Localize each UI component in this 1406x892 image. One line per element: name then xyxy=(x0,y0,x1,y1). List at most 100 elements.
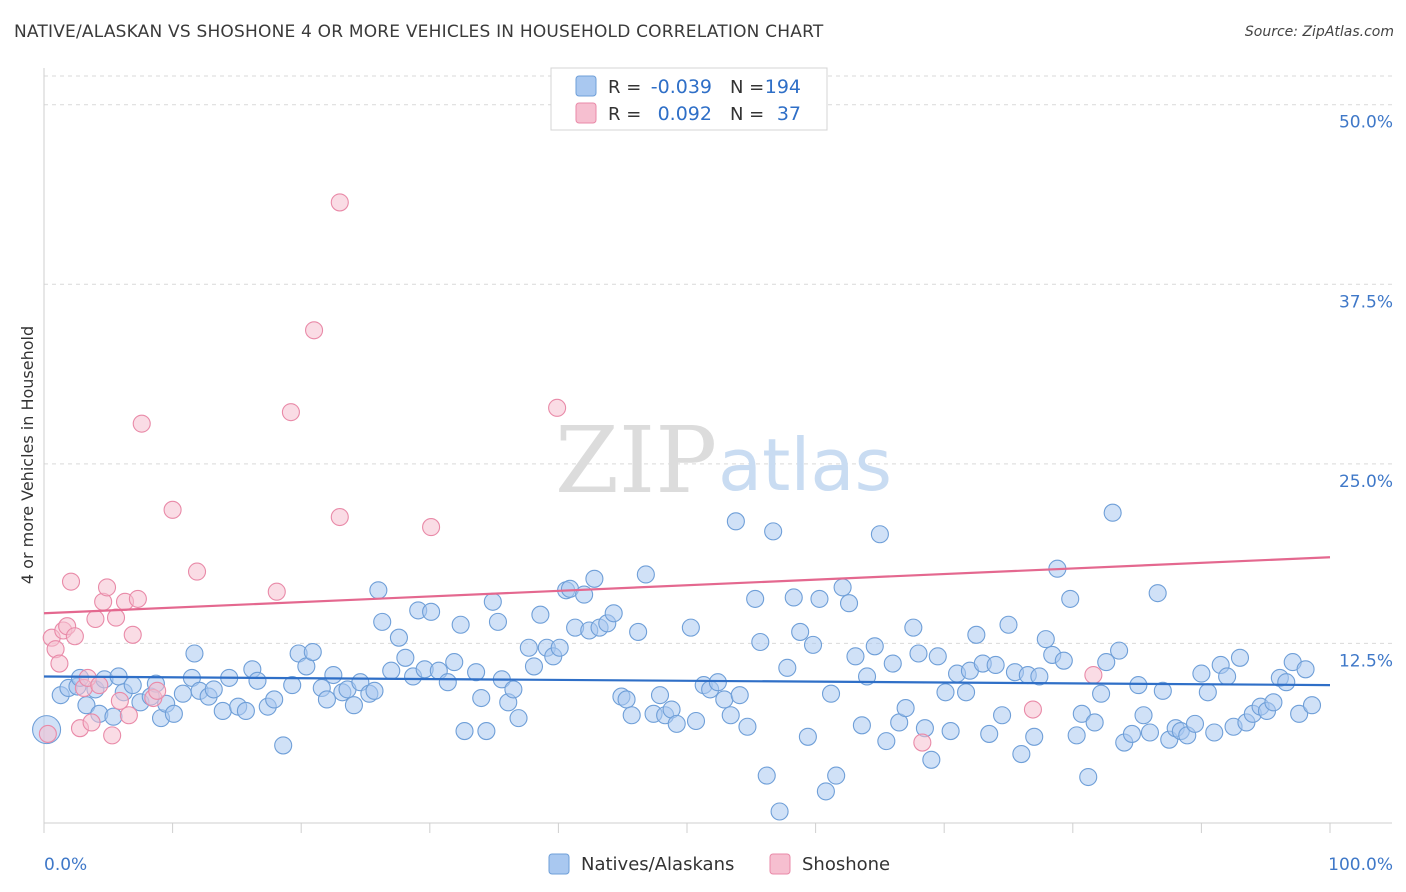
legend-swatch-shoshone xyxy=(769,853,791,875)
native-point xyxy=(821,684,841,703)
native-point xyxy=(909,644,928,663)
native-point xyxy=(636,565,655,584)
native-point xyxy=(993,706,1012,725)
stats-r-value-2: 0.092 xyxy=(658,103,712,125)
shoshone-point xyxy=(65,627,84,646)
shoshone-point xyxy=(61,572,81,591)
legend: Natives/Alaskans Shoshone xyxy=(548,853,890,875)
native-point xyxy=(1054,651,1073,670)
y-tick-label: 12.5% xyxy=(1339,651,1393,671)
shoshone-point xyxy=(97,578,117,597)
stats-n-value-1: 194 xyxy=(765,76,801,98)
native-point xyxy=(726,512,745,531)
shoshone-point xyxy=(38,724,57,743)
native-point xyxy=(344,696,363,715)
native-point xyxy=(1148,584,1167,603)
native-point xyxy=(324,665,343,685)
native-point xyxy=(488,612,508,631)
native-point xyxy=(1218,667,1237,686)
native-point xyxy=(274,736,293,755)
stats-n-label-2: N = xyxy=(730,104,764,125)
points xyxy=(32,193,1322,821)
legend-label-natives: Natives/Alaskans xyxy=(581,854,734,875)
native-point xyxy=(738,717,757,736)
native-point xyxy=(857,667,877,686)
shoshone-point xyxy=(148,681,167,700)
native-point xyxy=(1085,713,1104,732)
native-point xyxy=(833,578,852,597)
native-point xyxy=(1072,704,1091,723)
shoshone-point xyxy=(132,414,151,433)
native-point xyxy=(778,658,797,677)
native-point xyxy=(396,648,415,667)
shoshone-point xyxy=(106,608,126,627)
native-point xyxy=(248,671,267,690)
native-point xyxy=(123,676,142,695)
native-point xyxy=(770,802,789,821)
native-point xyxy=(986,655,1005,675)
native-point xyxy=(999,615,1018,634)
native-point xyxy=(1277,673,1296,692)
shoshone-point xyxy=(330,193,349,212)
y-tick-label: 25.0% xyxy=(1339,472,1393,492)
native-point xyxy=(757,766,776,785)
native-point xyxy=(827,766,846,785)
native-point xyxy=(803,635,823,654)
native-point xyxy=(1092,684,1111,703)
native-point xyxy=(1036,630,1055,649)
axes: 12.5% 25.0% 37.5% 50.0% 0.0% 100.0% xyxy=(43,68,1393,875)
native-point xyxy=(746,589,765,608)
shoshone-point xyxy=(123,625,142,644)
native-point xyxy=(604,604,623,623)
native-point xyxy=(957,683,976,702)
native-point xyxy=(1097,653,1116,672)
x-tick-label-max: 100.0% xyxy=(1328,855,1393,875)
stats-box: R = -0.039 N = 194 R = 0.092 N = 37 xyxy=(550,67,828,131)
native-point xyxy=(1302,696,1322,715)
native-point xyxy=(467,663,486,682)
watermark-atlas: atlas xyxy=(718,423,892,507)
native-point xyxy=(708,673,727,692)
native-point xyxy=(317,690,336,709)
native-point xyxy=(1012,744,1031,764)
native-point xyxy=(550,638,569,657)
native-point xyxy=(236,701,255,721)
legend-label-shoshone: Shoshone xyxy=(802,854,890,875)
native-point xyxy=(422,602,441,621)
y-axis-title: 4 or more Vehicles in Household xyxy=(18,326,37,584)
native-point xyxy=(791,622,810,641)
native-point xyxy=(438,673,457,692)
native-point xyxy=(303,643,322,662)
native-point xyxy=(980,724,999,743)
stats-r-value-1: -0.039 xyxy=(651,76,712,98)
native-point xyxy=(667,714,686,733)
shoshone-point xyxy=(110,691,129,710)
native-point xyxy=(519,638,538,657)
native-point xyxy=(451,615,470,634)
native-point xyxy=(904,618,923,637)
watermark-zip: ZIP xyxy=(555,407,717,514)
native-point xyxy=(686,711,706,731)
y-tick-label: 37.5% xyxy=(1339,292,1393,312)
native-point xyxy=(1122,724,1142,743)
shoshone-point xyxy=(128,589,147,608)
native-point xyxy=(265,690,284,709)
stats-n-label-1: N = xyxy=(730,77,764,98)
stats-n-value-2: 37 xyxy=(777,103,801,125)
gridlines xyxy=(44,75,1392,644)
shoshone-point xyxy=(305,321,324,340)
shoshone-point xyxy=(90,676,109,695)
native-point xyxy=(846,647,865,666)
legend-swatch-natives xyxy=(548,853,570,875)
native-point xyxy=(1129,676,1148,695)
native-point xyxy=(389,628,408,647)
native-point xyxy=(839,594,859,613)
native-point xyxy=(816,782,835,801)
native-point xyxy=(204,680,223,699)
native-point xyxy=(928,647,947,666)
native-point xyxy=(173,684,192,703)
shoshone-point xyxy=(330,507,349,527)
native-point xyxy=(936,683,955,702)
native-point xyxy=(967,625,986,644)
